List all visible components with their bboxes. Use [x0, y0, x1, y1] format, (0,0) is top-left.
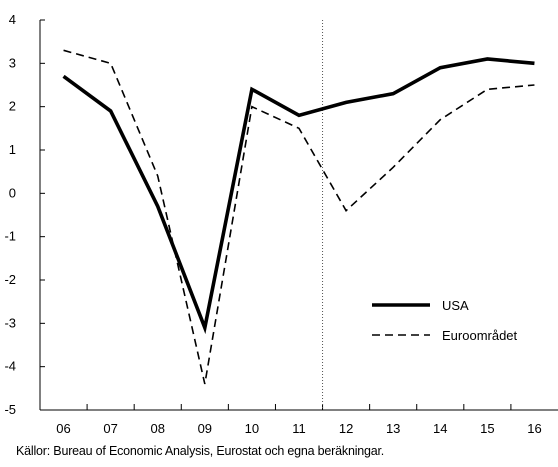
- x-tick-label: 07: [103, 421, 117, 436]
- x-tick-label: 14: [433, 421, 447, 436]
- x-tick-label: 10: [245, 421, 259, 436]
- y-tick-label: -5: [4, 402, 16, 417]
- x-tick-label: 16: [527, 421, 541, 436]
- series-line-euroomradet: [63, 49, 535, 385]
- source-note: Källor: Bureau of Economic Analysis, Eur…: [16, 444, 385, 458]
- y-tick-label: -1: [4, 229, 16, 244]
- y-tick-label: -4: [4, 359, 16, 374]
- y-tick-label: 4: [9, 12, 16, 27]
- x-tick-label: 08: [150, 421, 164, 436]
- y-tick-label: -2: [4, 272, 16, 287]
- y-tick-label: 1: [9, 142, 16, 157]
- legend-label-euroomradet: Euroområdet: [442, 328, 518, 343]
- x-tick-label: 11: [292, 421, 306, 436]
- series-line-usa: [62, 57, 535, 335]
- x-tick-label: 12: [339, 421, 353, 436]
- y-tick-label: -3: [4, 315, 16, 330]
- x-tick-label: 09: [198, 421, 212, 436]
- y-tick-label: 2: [9, 99, 16, 114]
- x-tick-label: 15: [480, 421, 494, 436]
- x-tick-label: 06: [56, 421, 70, 436]
- x-tick-label: 13: [386, 421, 400, 436]
- y-tick-label: 0: [9, 185, 16, 200]
- y-tick-label: 3: [9, 55, 16, 70]
- legend-label-usa: USA: [442, 298, 469, 313]
